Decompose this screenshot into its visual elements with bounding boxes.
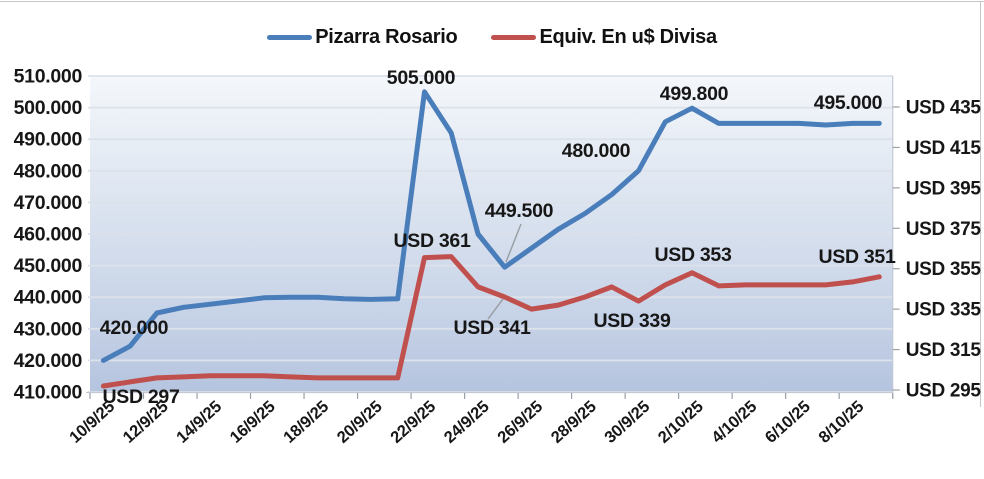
x-axis-label: 4/10/25 [708,398,760,447]
x-axis-label: 2/10/25 [655,398,707,447]
y-axis-left-label: 490.000 [14,129,83,151]
legend-item-equiv-usd-divisa: Equiv. En u$ Divisa [491,26,717,49]
data-label: USD 353 [654,244,731,266]
x-axis-label: 6/10/25 [762,398,814,447]
y-axis-right-label: USD 335 [906,300,982,321]
y-axis-left-label: 480.000 [14,160,83,182]
x-axis-label: 14/9/25 [173,398,225,447]
x-axis-label: 22/9/25 [387,398,439,447]
y-axis-right-label: USD 295 [906,381,982,402]
y-axis-right-label: USD 315 [906,340,982,361]
data-label: 480.000 [562,140,631,162]
data-label: USD 339 [593,310,670,332]
y-axis-left-label: 430.000 [14,318,83,340]
annotation-leader-line [487,298,504,320]
x-axis-label: 18/9/25 [280,398,332,447]
y-axis-left-label: 510.000 [14,66,83,88]
legend-label-pizarra-rosario: Pizarra Rosario [315,26,458,48]
legend-line-swatch-blue [267,35,313,40]
y-axis-right-label: USD 395 [906,178,982,199]
data-label: 449.500 [485,200,554,222]
x-axis-label: 10/9/25 [66,398,118,447]
series-line-pizarra-rosario [100,89,882,363]
x-axis-label: 28/9/25 [548,398,600,447]
y-axis-left-label: 440.000 [14,287,83,309]
x-axis-label: 24/9/25 [441,398,493,447]
data-label: 499.800 [660,83,729,105]
y-axis-left-label: 410.000 [14,382,83,404]
legend-line-swatch-red [491,35,537,40]
y-axis-left-label: 420.000 [14,350,83,372]
y-axis-right-label: USD 355 [906,259,982,280]
y-axis-right-label: USD 415 [906,138,982,159]
x-axis-label: 30/9/25 [601,398,653,447]
x-axis-label: 8/10/25 [815,398,867,447]
y-axis-left-label: 500.000 [14,97,83,119]
chart-frame-top-border [0,1,984,2]
data-label: 495.000 [814,92,883,114]
data-label: 420.000 [100,317,169,339]
y-axis-left-label: 460.000 [14,224,83,246]
data-label: USD 361 [393,230,470,252]
y-axis-right-label: USD 375 [906,219,982,240]
data-label: USD 341 [453,317,530,339]
x-axis-label: 26/9/25 [494,398,546,447]
y-axis-left-label: 450.000 [14,255,83,277]
y-axis-left-label: 470.000 [14,192,83,214]
data-label: USD 297 [102,386,179,408]
series-line-equiv-en-u-divisa [100,254,882,389]
x-axis-label: 20/9/25 [334,398,386,447]
x-axis-label: 16/9/25 [227,398,279,447]
legend: Pizarra Rosario Equiv. En u$ Divisa [0,26,984,49]
legend-label-equiv-usd-divisa: Equiv. En u$ Divisa [539,26,717,48]
chart-frame-right-border [980,1,981,407]
data-label: 505.000 [387,67,456,89]
data-label: USD 351 [818,246,895,268]
y-axis-right-label: USD 435 [906,98,982,119]
annotation-leader-line [505,223,522,263]
legend-item-pizarra-rosario: Pizarra Rosario [267,26,458,49]
